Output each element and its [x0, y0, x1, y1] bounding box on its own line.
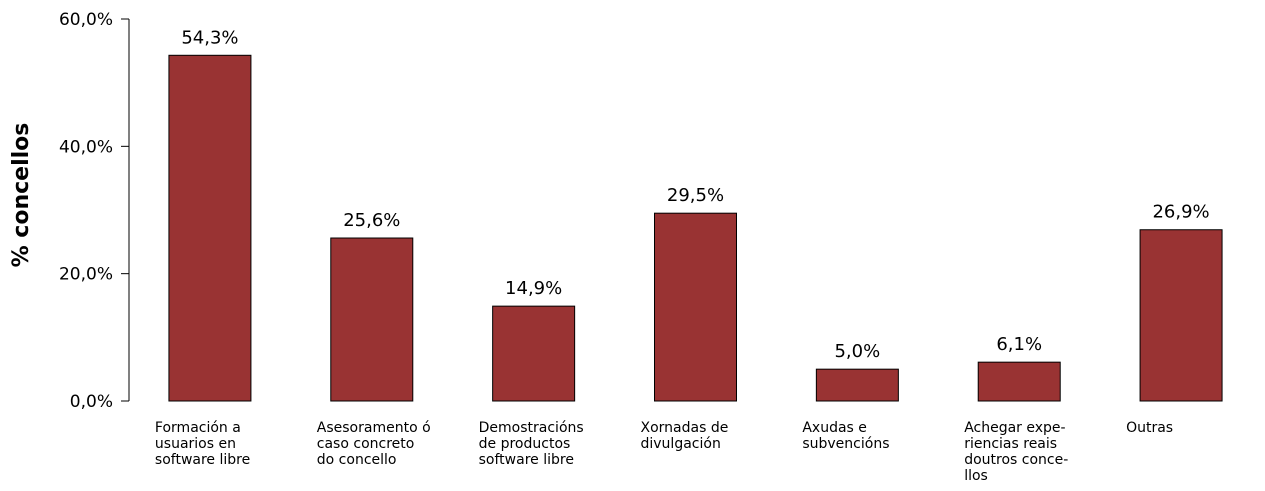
category-label-line: Formación a: [155, 420, 241, 436]
category-label-line: riencias reais: [964, 436, 1057, 452]
category-label: Demostracións de productos software libre: [479, 420, 584, 468]
category-label-line: divulgación: [641, 436, 721, 452]
data-label: 54,3%: [181, 27, 238, 48]
category-label: Axudas e subvencións: [802, 420, 889, 452]
axes: 0,0% 20,0% 40,0% 60,0%: [59, 10, 130, 412]
bar: [815, 368, 899, 402]
data-label: 5,0%: [834, 341, 880, 362]
category-labels: Formación a usuarios en software libreAses…: [155, 420, 1173, 484]
category-label-line: do concello: [317, 452, 397, 468]
data-label: 26,9%: [1152, 202, 1209, 223]
data-labels: 54,3% 25,6% 14,9% 29,5% 5,0% 6,1% 26,9%: [181, 27, 1209, 362]
data-label: 6,1%: [996, 334, 1042, 355]
category-label: Achegar expe-riencias reais doutros conce…: [964, 420, 1068, 484]
category-label-line: Outras: [1126, 420, 1173, 436]
category-label: Outras: [1126, 420, 1173, 436]
category-label: Asesoramento ó caso concreto do concello: [317, 420, 431, 468]
category-label-line: software libre: [479, 452, 574, 468]
bar: [977, 361, 1061, 402]
category-label-line: de productos: [479, 436, 571, 452]
bar: [1139, 229, 1223, 402]
y-tick-label: 0,0%: [70, 392, 113, 412]
y-tick-label: 20,0%: [59, 265, 113, 285]
category-label-line: usuarios en: [155, 436, 236, 452]
bar: [168, 54, 252, 402]
y-axis-title: % concellos: [9, 123, 34, 268]
category-label-line: software libre: [155, 452, 250, 468]
data-label: 29,5%: [667, 185, 724, 206]
category-label-line: Xornadas de: [641, 420, 729, 436]
category-label: Xornadas de divulgación: [641, 420, 729, 452]
category-label-line: subvencións: [802, 436, 889, 452]
category-label-line: llos: [964, 468, 988, 484]
category-label-line: Asesoramento ó: [317, 420, 431, 436]
bar: [654, 212, 737, 402]
y-tick-label: 40,0%: [59, 137, 113, 157]
data-label: 14,9%: [505, 278, 562, 299]
bars: [168, 54, 1223, 402]
category-label-line: Achegar expe-: [964, 420, 1065, 436]
category-label-line: Axudas e: [802, 420, 867, 436]
category-label: Formación a usuarios en software libre: [155, 420, 250, 468]
category-label-line: doutros conce-: [964, 452, 1068, 468]
category-label-line: Demostracións: [479, 420, 584, 436]
bar: [330, 237, 414, 402]
y-tick-label: 60,0%: [59, 10, 113, 30]
bar: [492, 305, 576, 402]
category-label-line: caso concreto: [317, 436, 415, 452]
data-label: 25,6%: [343, 210, 400, 231]
